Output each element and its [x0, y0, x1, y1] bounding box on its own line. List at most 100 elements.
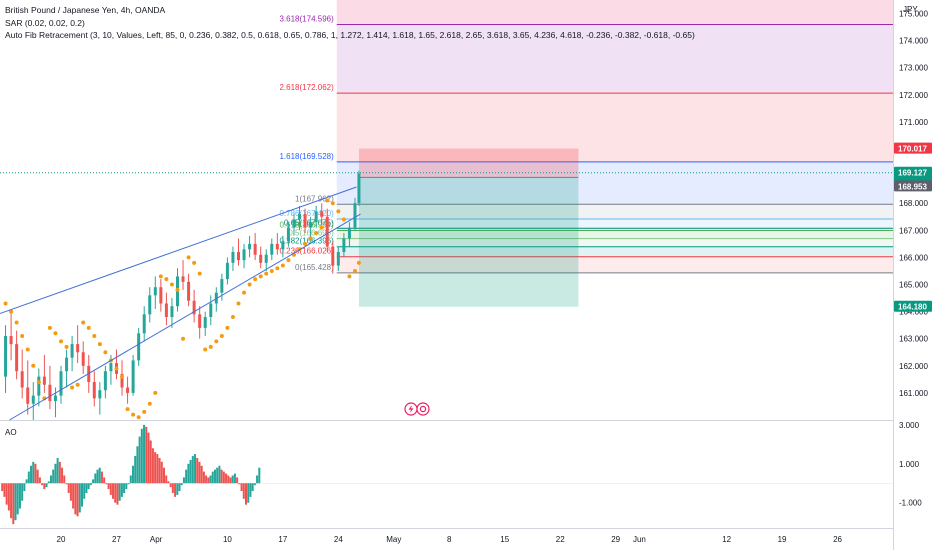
- candle-body: [31, 395, 35, 404]
- sar-dot: [303, 241, 308, 246]
- ao-bar: [118, 483, 121, 501]
- sar-dot: [142, 409, 147, 414]
- ao-bar: [160, 461, 163, 484]
- ao-bar: [125, 483, 128, 490]
- ao-bar: [30, 465, 33, 484]
- chart-title: British Pound / Japanese Yen, 4h, OANDA: [5, 5, 166, 15]
- candle-body: [148, 295, 152, 315]
- sar-dot: [9, 309, 14, 314]
- fib-label: 0.236(166.026): [279, 247, 334, 256]
- candle-body: [103, 371, 107, 391]
- ao-bar: [156, 454, 159, 484]
- ao-bar: [220, 469, 223, 484]
- ao-bar: [182, 477, 185, 484]
- candle-body: [264, 254, 268, 263]
- price-tick-label: 174.000: [899, 37, 928, 46]
- ao-bar: [231, 475, 234, 484]
- ao-bar: [247, 483, 250, 503]
- ao-bar: [189, 459, 192, 484]
- sar-dot: [325, 198, 330, 203]
- sar-dot: [236, 301, 241, 306]
- sar-dot: [192, 260, 197, 265]
- candle-body: [192, 300, 196, 315]
- time-tick-label: 15: [500, 535, 509, 544]
- fib-zone: [336, 0, 894, 25]
- candle-body: [142, 314, 146, 334]
- candle-body: [48, 384, 52, 402]
- sar-dot: [31, 363, 36, 368]
- ao-bar: [78, 483, 81, 513]
- ao-bar: [198, 461, 201, 484]
- ao-bar: [116, 483, 119, 505]
- ao-bar: [65, 483, 68, 485]
- ao-bar: [167, 481, 170, 484]
- ao-bar: [45, 483, 48, 488]
- candle-body: [153, 287, 157, 296]
- fib-label: 0.5(166.695): [288, 229, 334, 238]
- lightning-icon[interactable]: [404, 402, 418, 416]
- fib-label: 1.618(169.528): [279, 152, 334, 161]
- currency-label: JPY: [903, 5, 918, 14]
- fib-label: 3.618(174.596): [279, 14, 334, 23]
- price-tick-label: 171.000: [899, 118, 928, 127]
- ao-bar: [85, 483, 88, 493]
- sar-dot: [269, 268, 274, 273]
- time-tick-label: 12: [722, 535, 731, 544]
- sar-dot: [197, 271, 202, 276]
- candle-body: [98, 390, 102, 399]
- ao-bar: [209, 475, 212, 484]
- time-tick-label: 26: [833, 535, 842, 544]
- candle-body: [137, 333, 141, 361]
- ao-bar: [251, 483, 254, 492]
- ao-bar: [14, 483, 17, 521]
- price-tick-label: 166.000: [899, 253, 928, 262]
- candle-body: [248, 243, 252, 250]
- sar-dot: [225, 325, 230, 330]
- ao-bar: [236, 477, 239, 484]
- ao-bar: [174, 483, 177, 497]
- candle-body: [65, 357, 69, 372]
- ao-bar: [89, 483, 92, 486]
- candle-body: [275, 243, 279, 250]
- ao-bar: [225, 473, 228, 484]
- ao-bar: [41, 483, 44, 486]
- candle-body: [209, 303, 213, 318]
- ao-bar: [63, 475, 66, 484]
- fib-label: 0.382(166.396): [279, 237, 334, 246]
- ao-bar: [3, 483, 6, 497]
- candle-body: [59, 371, 63, 396]
- sar-dot: [214, 339, 219, 344]
- ao-bar: [229, 477, 232, 484]
- ao-bar: [5, 483, 8, 505]
- badge-upper: 170.017: [898, 145, 927, 154]
- candle-body: [259, 254, 263, 263]
- sar-dot: [97, 342, 102, 347]
- ao-bar: [140, 428, 143, 484]
- candle-body: [37, 376, 41, 396]
- ao-bar: [145, 426, 148, 484]
- candle-body: [198, 314, 202, 328]
- price-tick-label: 165.000: [899, 281, 928, 290]
- position-stop-zone: [358, 177, 579, 307]
- fib-zone: [336, 24, 894, 94]
- sar-dot: [75, 382, 80, 387]
- sar-dot: [14, 320, 19, 325]
- candle-body: [220, 279, 224, 293]
- ao-bar: [171, 483, 174, 493]
- candle-body: [286, 227, 290, 242]
- candle-body: [281, 241, 285, 250]
- ao-bar: [191, 456, 194, 484]
- ao-bar: [256, 475, 259, 484]
- oscillator-legend: AO: [5, 428, 17, 437]
- record-icon[interactable]: [416, 402, 430, 416]
- ao-bar: [158, 457, 161, 484]
- candle-body: [187, 281, 191, 301]
- candle-body: [320, 211, 324, 217]
- candle-body: [309, 222, 313, 228]
- time-tick-label: 29: [611, 535, 620, 544]
- sar-dot: [253, 277, 258, 282]
- price-tick-label: 161.000: [899, 389, 928, 398]
- sar-dot: [169, 282, 174, 287]
